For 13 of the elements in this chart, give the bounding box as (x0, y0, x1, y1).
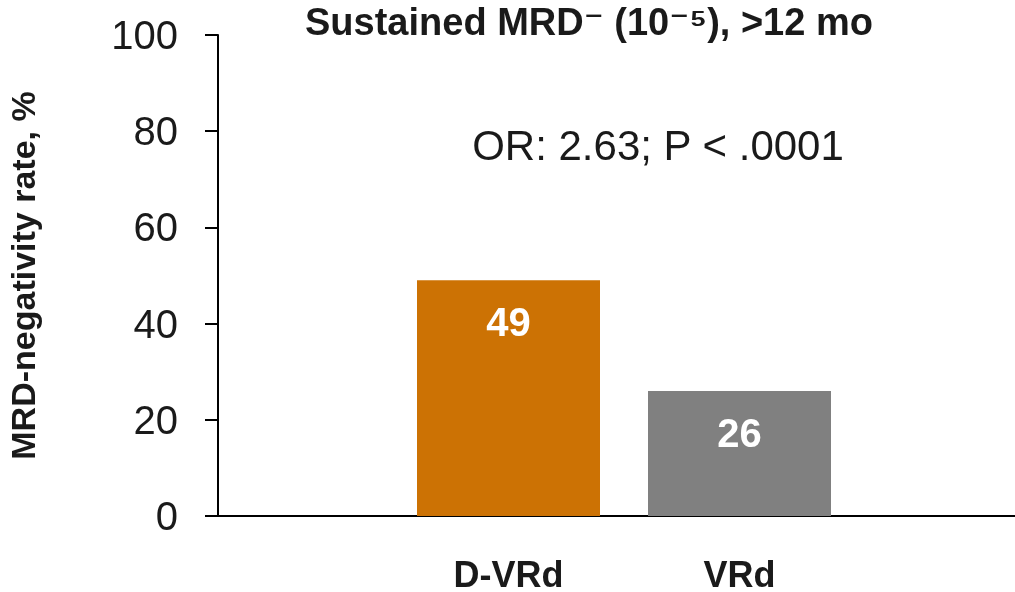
annotation: OR: 2.63; P < .0001 (472, 121, 844, 169)
y-tick-label: 100 (111, 13, 178, 57)
data-label: 49 (486, 300, 531, 345)
chart-title: Sustained MRD⁻ (10⁻⁵), >12 mo (305, 1, 873, 43)
y-tick-label: 40 (133, 301, 178, 346)
y-tick-label: 80 (133, 109, 178, 154)
y-tick-label: 60 (133, 205, 178, 250)
y-tick-label: 0 (155, 494, 178, 538)
y-tick-label: 20 (133, 397, 178, 442)
x-tick-label: VRd (703, 553, 776, 592)
y-axis-title: MRD-negativity rate, % (4, 91, 42, 460)
x-tick-label: D-VRd (453, 553, 564, 592)
data-label: 26 (717, 410, 762, 455)
